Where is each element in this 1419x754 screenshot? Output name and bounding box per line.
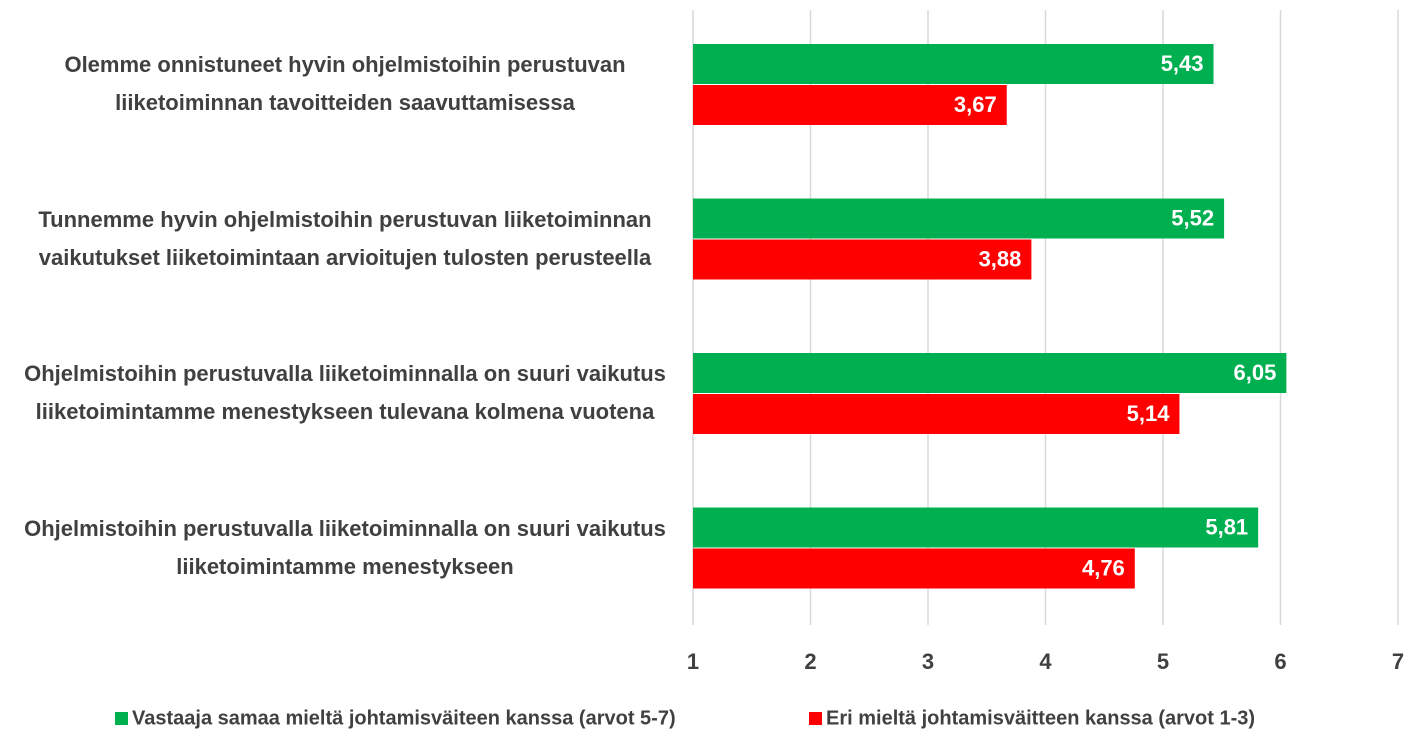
category-label: Olemme onnistuneet hyvin ohjelmistoihin …: [64, 52, 626, 115]
data-label: 5,14: [1127, 401, 1171, 426]
category-label: Ohjelmistoihin perustuvalla liiketoiminn…: [24, 515, 666, 579]
legend-label: Vastaaja samaa mieltä johtamisväiteen ka…: [132, 707, 676, 729]
x-tick-label: 7: [1392, 649, 1404, 674]
bar: [693, 239, 1032, 280]
category-label: Ohjelmistoihin perustuvalla liiketoiminn…: [24, 361, 666, 424]
data-label: 5,43: [1161, 51, 1204, 76]
bar: [693, 394, 1180, 434]
bar: [693, 548, 1135, 589]
data-label: 5,52: [1171, 205, 1214, 230]
data-label: 4,76: [1082, 555, 1125, 580]
x-tick-label: 5: [1157, 649, 1169, 674]
data-label: 3,88: [979, 246, 1022, 271]
bar: [693, 198, 1225, 239]
bar: [693, 507, 1259, 548]
bar: [693, 353, 1287, 393]
x-tick-label: 4: [1039, 649, 1052, 674]
category-label: Tunnemme hyvin ohjelmistoihin perustuvan…: [38, 206, 652, 270]
bar: [693, 85, 1007, 125]
x-tick-label: 3: [922, 649, 934, 674]
x-tick-label: 2: [804, 649, 816, 674]
x-tick-label: 6: [1274, 649, 1286, 674]
legend-swatch: [115, 712, 128, 725]
data-label: 5,81: [1205, 514, 1248, 539]
x-tick-label: 1: [687, 649, 699, 674]
legend-label: Eri mieltä johtamisväitteen kanssa (arvo…: [826, 707, 1255, 729]
data-label: 6,05: [1234, 360, 1277, 385]
legend-swatch: [809, 712, 822, 725]
bar: [693, 44, 1214, 84]
data-label: 3,67: [954, 92, 997, 117]
